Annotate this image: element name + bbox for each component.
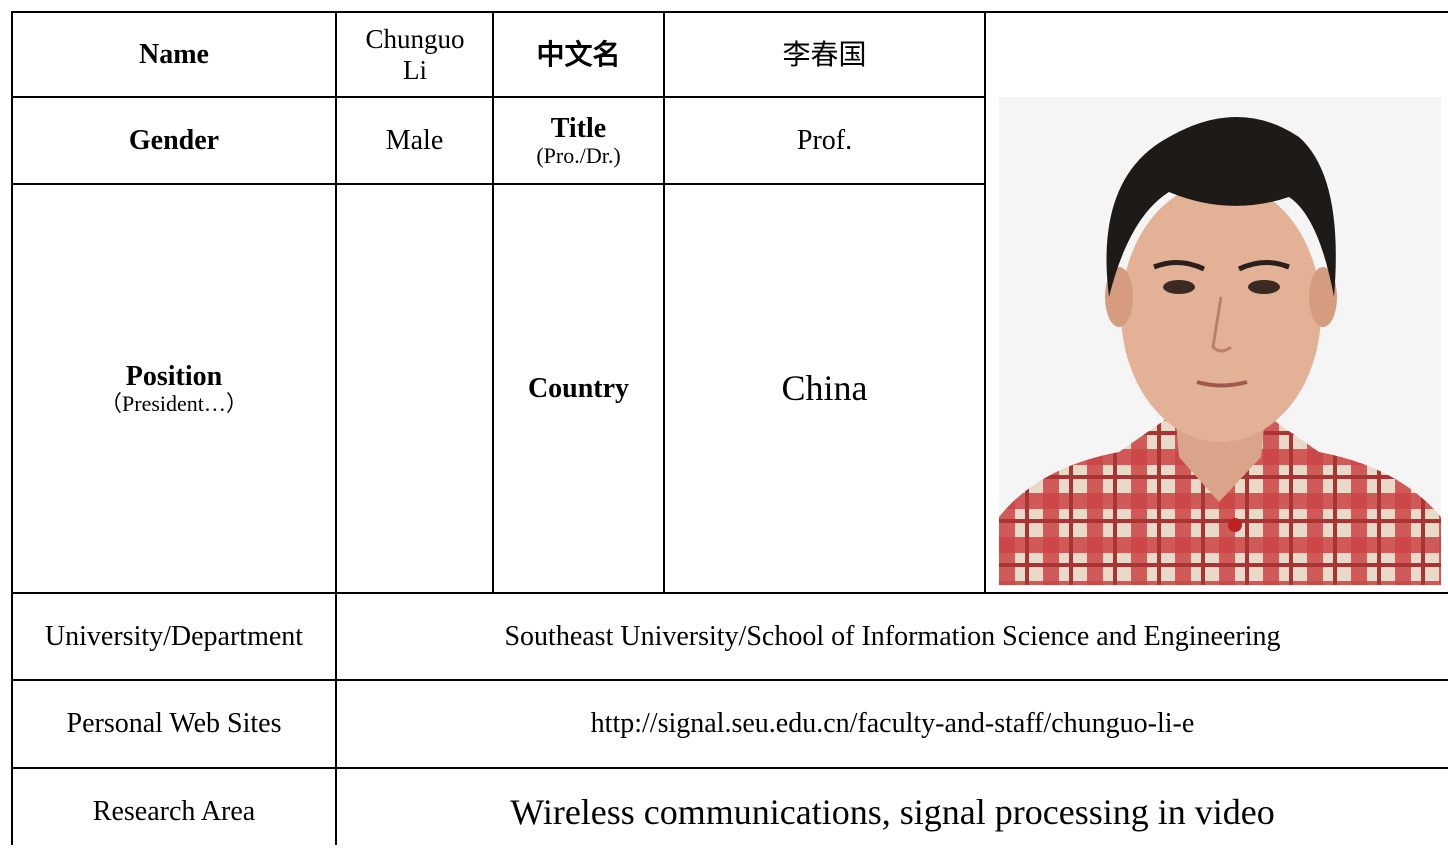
country-value: China [781, 368, 868, 409]
chinese-name-label: 中文名 [536, 37, 621, 71]
border [984, 11, 986, 594]
title-label: Title [550, 112, 607, 144]
chinese-name-value: 李春国 [782, 37, 867, 71]
gender-value: Male [385, 124, 444, 156]
border [11, 11, 13, 845]
web-value: http://signal.seu.edu.cn/faculty-and-sta… [590, 708, 1195, 740]
research-value: Wireless communications, signal processi… [510, 791, 1275, 832]
position-hint: （President…） [100, 390, 248, 416]
border [12, 767, 1448, 769]
title-value: Prof. [796, 124, 853, 156]
name-label: Name [139, 38, 209, 70]
research-label: Research Area [92, 796, 256, 828]
border [12, 183, 985, 185]
position-label: Position [125, 360, 223, 392]
gender-label: Gender [128, 124, 220, 156]
border [12, 679, 1448, 681]
web-label: Personal Web Sites [66, 708, 282, 740]
name-value: Chunguo Li [365, 24, 465, 85]
portrait-photo [999, 97, 1441, 585]
university-label: University/Department [44, 620, 304, 652]
country-label: Country [527, 372, 630, 404]
border [335, 11, 337, 845]
title-label-cell: Title (Pro./Dr.) [494, 98, 663, 183]
border [12, 96, 985, 98]
border [663, 11, 665, 594]
border [12, 592, 1448, 594]
position-label-cell: Position （President…） [13, 185, 335, 592]
border [12, 11, 1448, 13]
university-value: Southeast University/School of Informati… [504, 620, 1281, 652]
title-hint: (Pro./Dr.) [536, 142, 621, 168]
border [492, 11, 494, 594]
